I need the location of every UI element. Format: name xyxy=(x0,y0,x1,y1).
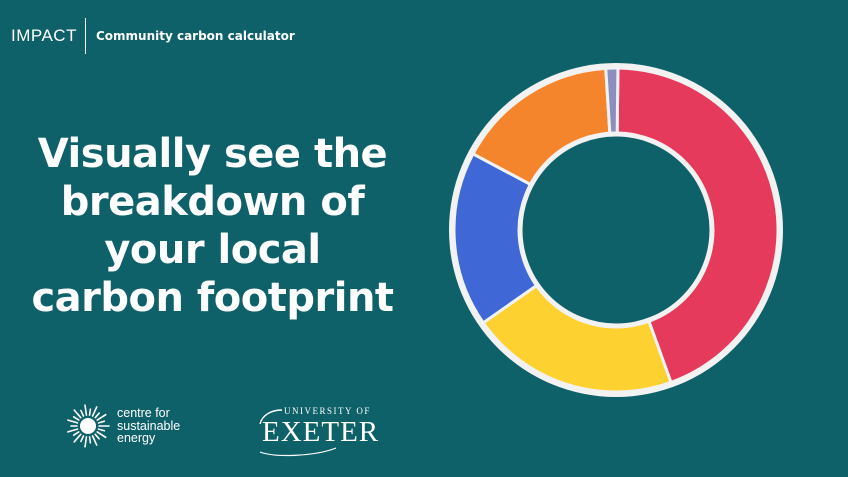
sun-ray xyxy=(72,416,80,421)
header-divider xyxy=(84,18,86,54)
sun-ray xyxy=(80,435,85,443)
sun-ray xyxy=(84,436,88,448)
sun-ray xyxy=(88,436,92,444)
sun-ray xyxy=(80,409,85,417)
sun-ray xyxy=(97,428,106,432)
headline-line-2: breakdown of xyxy=(60,179,365,225)
sun-ray xyxy=(97,420,106,424)
sun-ray xyxy=(96,431,107,439)
sun-ray xyxy=(72,431,80,436)
sun-ray xyxy=(94,433,100,440)
cse-logo: centre for sustainable energy xyxy=(65,403,180,449)
sun-ray xyxy=(88,408,92,416)
cse-logo-text: centre for sustainable energy xyxy=(117,407,180,445)
cse-line-3: energy xyxy=(117,431,156,446)
sun-ray xyxy=(67,428,79,433)
exeter-wordmark: EXETER xyxy=(262,416,380,448)
sun-ray xyxy=(73,409,82,419)
headline-line-4: carbon footprint xyxy=(31,275,394,321)
sun-ray xyxy=(67,419,79,424)
exeter-university-of: UNIVERSITY OF xyxy=(284,406,371,416)
exeter-swoosh-icon xyxy=(259,409,337,457)
sun-ray xyxy=(91,406,98,417)
headline-line-3: your local xyxy=(104,227,321,273)
sun-ray xyxy=(94,412,100,419)
cse-line-2: sustainable xyxy=(117,418,181,433)
app-subtitle: Community carbon calculator xyxy=(95,29,295,43)
donut-hole xyxy=(517,131,715,329)
brand-name: IMPACT xyxy=(11,26,77,45)
carbon-breakdown-donut-chart xyxy=(449,63,783,397)
cse-line-1: centre for xyxy=(117,406,170,421)
sun-ray xyxy=(96,413,107,421)
app-header: IMPACT Community carbon calculator xyxy=(11,18,295,54)
headline: Visually see the breakdown of your local… xyxy=(20,130,405,322)
sun-ray xyxy=(91,435,98,446)
sun-ray xyxy=(84,404,88,416)
university-of-exeter-logo: UNIVERSITY OF EXETER xyxy=(256,406,396,458)
headline-line-1: Visually see the xyxy=(37,131,388,177)
sun-icon xyxy=(67,404,110,448)
sun-ray xyxy=(73,433,82,443)
